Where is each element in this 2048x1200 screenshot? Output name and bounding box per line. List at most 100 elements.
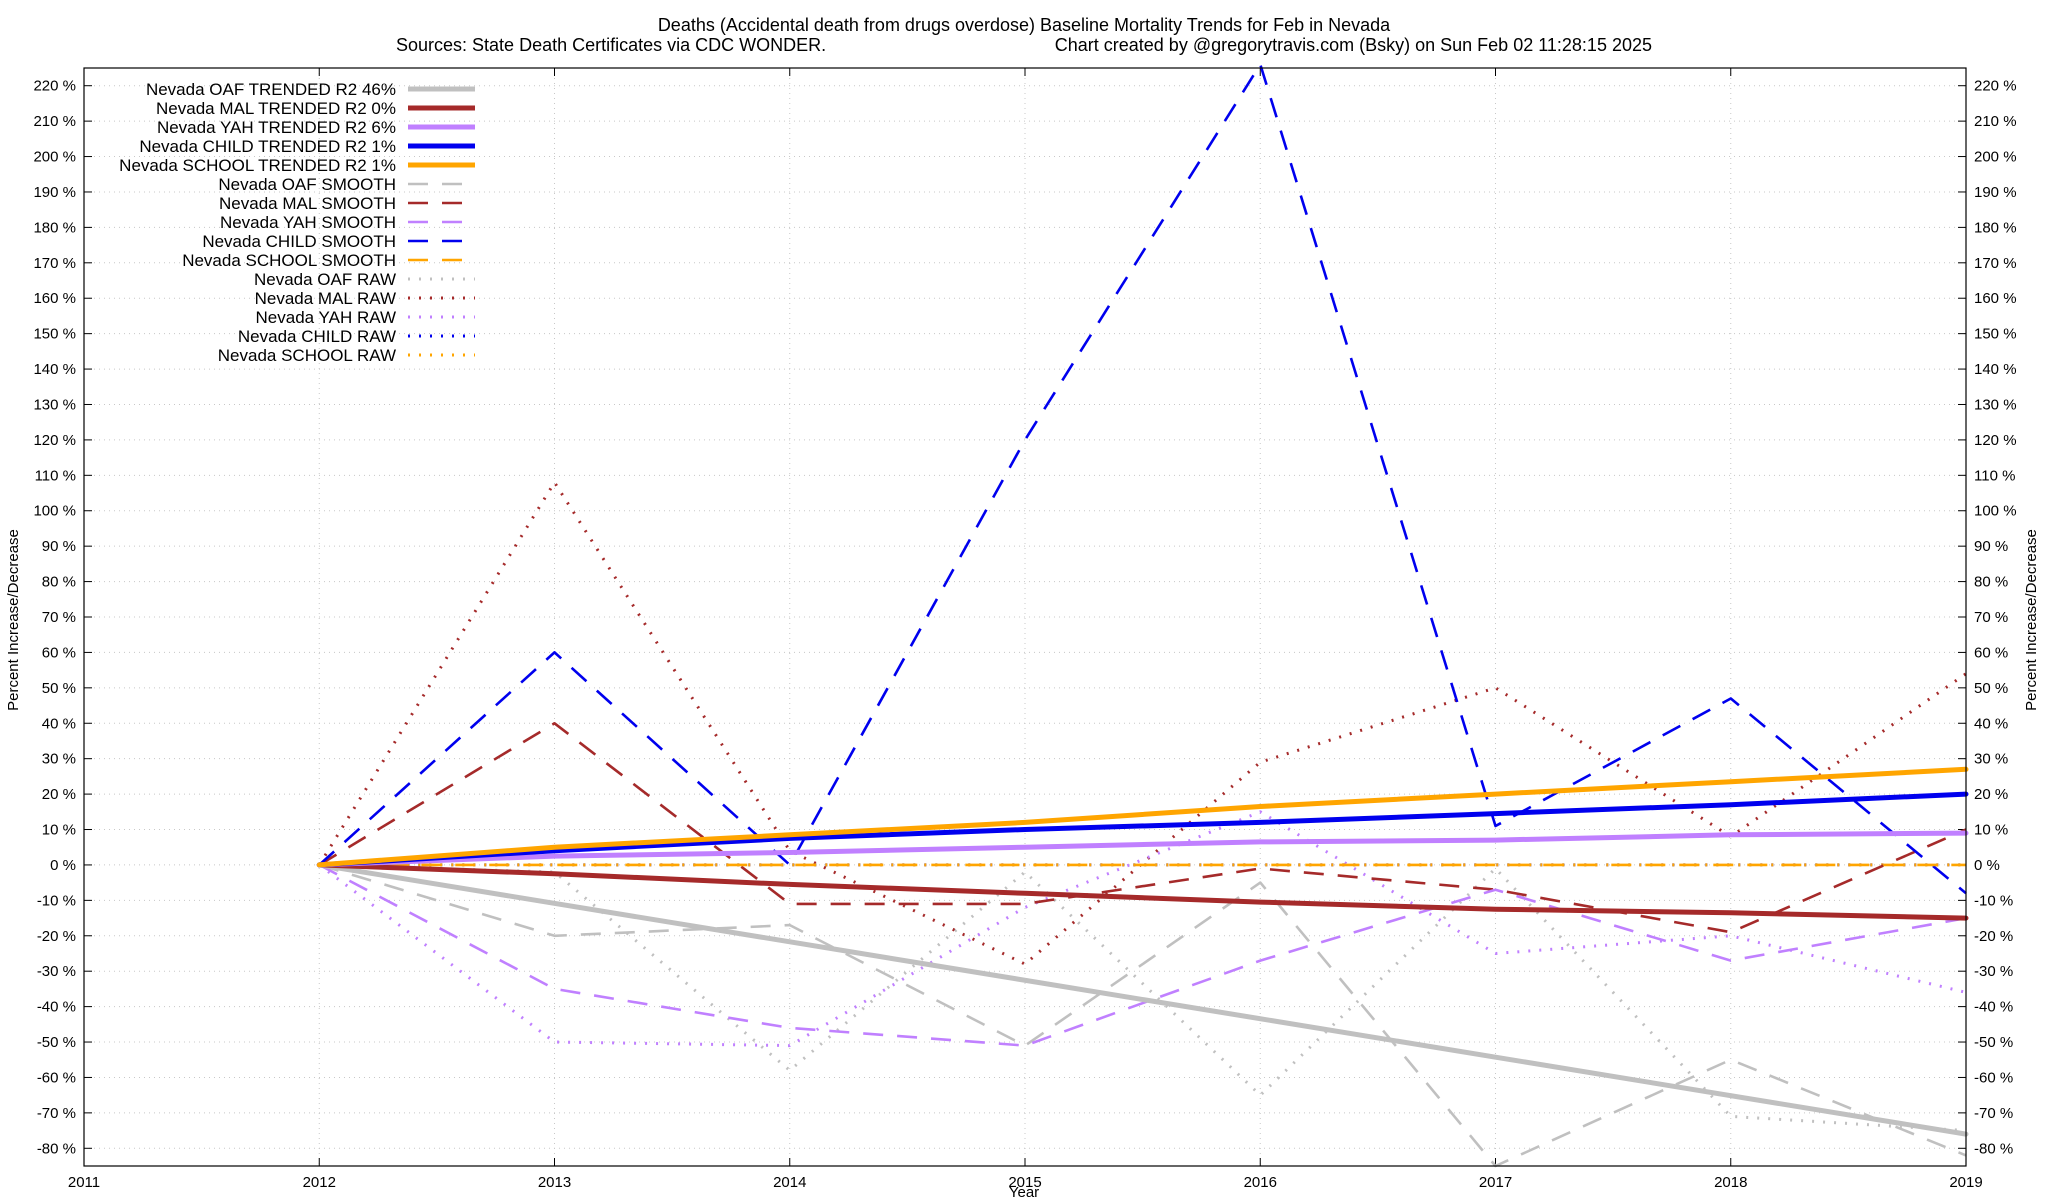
series-line-nevada-mal-smooth [318,721,1967,934]
y-tick-label-right: 200 % [1974,149,2017,166]
y-tick-label-left: 190 % [33,184,76,201]
y-tick-label-left: 80 % [42,574,76,591]
y-tick-label-right: -40 % [1974,999,2013,1016]
x-tick-label: 2017 [1479,1174,1512,1191]
legend-label: Nevada YAH SMOOTH [220,213,396,232]
legend-label: Nevada SCHOOL RAW [218,346,396,365]
y-tick-label-right: -70 % [1974,1105,2013,1122]
y-tick-label-left: 200 % [33,149,76,166]
plot-frame [83,67,1967,1167]
series-line-nevada-school-trended [316,766,1969,868]
series-line-nevada-oaf-smooth [318,863,1967,1168]
y-axis-label-left: Percent Increase/Decrease [5,529,22,711]
legend-label: Nevada MAL RAW [255,289,396,308]
y-tick-label-right: 0 % [1974,857,2000,874]
y-tick-label-right: 60 % [1974,644,2008,661]
y-axis-label-right: Percent Increase/Decrease [2023,529,2040,711]
y-tick-label-right: 100 % [1974,503,2017,520]
y-tick-label-right: 130 % [1974,396,2017,413]
y-tick-label-right: 160 % [1974,290,2017,307]
legend-label: Nevada MAL TRENDED R2 0% [156,99,396,118]
y-tick-label-left: -70 % [37,1105,76,1122]
y-tick-label-right: 220 % [1974,78,2017,95]
y-tick-label-right: 10 % [1974,822,2008,839]
x-ticks: 2011 2012 2013 2014 2015 2016 2017 2018 2019 [68,68,1983,1191]
y-tick-label-left: 170 % [33,255,76,272]
y-tick-label-right: 140 % [1974,361,2017,378]
series-lines [316,63,1969,1168]
y-tick-label-left: 140 % [33,361,76,378]
series-line-nevada-mal-trended [316,862,1969,921]
y-tick-label-right: 30 % [1974,751,2008,768]
y-tick-label-left: 110 % [35,467,76,484]
x-tick-label: 2014 [773,1174,806,1191]
y-tick-label-left: -40 % [37,999,76,1016]
y-tick-label-right: 150 % [1974,326,2017,343]
y-tick-label-left: 70 % [42,609,76,626]
y-tick-label-right: -20 % [1974,928,2013,945]
chart-title-line1: Deaths (Accidental death from drugs over… [658,15,1391,35]
legend-label: Nevada CHILD SMOOTH [202,232,396,251]
series-line-nevada-oaf-trended [316,862,1969,1137]
x-tick-label: 2015 [1008,1174,1041,1191]
y-tick-label-left: -20 % [37,928,76,945]
series-line-nevada-yah-trended [316,830,1969,868]
y-tick-label-right: 70 % [1974,609,2008,626]
x-tick-label: 2012 [303,1174,336,1191]
y-tick-label-left: 90 % [42,538,76,555]
legend-label: Nevada OAF TRENDED R2 46% [146,80,396,99]
legend-label: Nevada OAF SMOOTH [218,175,396,194]
y-tick-label-right: 170 % [1974,255,2017,272]
y-tick-label-right: -10 % [1974,892,2013,909]
legend-label: Nevada CHILD TRENDED R2 1% [139,137,396,156]
y-tick-label-left: -50 % [37,1034,76,1051]
x-axis-label: Year [1009,1184,1039,1200]
x-tick-label: 2019 [1949,1174,1982,1191]
y-tick-label-right: 120 % [1974,432,2017,449]
y-tick-label-left: 150 % [33,326,76,343]
legend-label: Nevada YAH RAW [256,308,396,327]
y-tick-label-left: 210 % [33,113,76,130]
y-tick-label-right: 90 % [1974,538,2008,555]
series-line-nevada-child-smooth [318,63,1967,895]
y-tick-label-left: -10 % [37,892,76,909]
legend-label: Nevada SCHOOL SMOOTH [182,251,396,270]
y-tick-label-right: 190 % [1974,184,2017,201]
legend-label: Nevada MAL SMOOTH [219,194,396,213]
legend: Nevada OAF TRENDED R2 46%Nevada MAL TREN… [119,80,475,365]
y-tick-label-left: 60 % [42,644,76,661]
y-tick-label-left: 40 % [42,715,76,732]
x-tick-label: 2011 [68,1174,100,1191]
series-line-nevada-yah-smooth [318,863,1967,1047]
y-tick-label-right: 40 % [1974,715,2008,732]
y-tick-label-left: 100 % [33,503,76,520]
y-tick-label-left: 0 % [50,857,76,874]
y-tick-label-left: -80 % [37,1140,76,1157]
legend-label: Nevada OAF RAW [254,270,396,289]
y-tick-label-right: 50 % [1974,680,2008,697]
series-line-nevada-oaf-raw [319,863,1967,1133]
y-tick-label-left: 50 % [42,680,76,697]
x-tick-label: 2018 [1714,1174,1747,1191]
y-tick-label-right: -60 % [1974,1069,2013,1086]
y-tick-label-right: 210 % [1974,113,2017,130]
y-tick-label-left: 180 % [33,219,76,236]
y-tick-label-left: 120 % [33,432,76,449]
y-tick-label-right: -80 % [1974,1140,2013,1157]
y-tick-label-right: 180 % [1974,219,2017,236]
y-tick-label-left: 20 % [42,786,76,803]
x-tick-label: 2016 [1244,1174,1277,1191]
y-tick-label-left: 220 % [33,78,76,95]
y-ticks-left: -80 % -70 % -60 % -50 % -40 % -30 % -20 % -10 %… [33,78,92,1157]
y-tick-label-left: 10 % [42,822,76,839]
series-line-nevada-child-trended [316,791,1969,868]
y-tick-label-left: 30 % [42,751,76,768]
y-tick-label-right: 110 % [1974,467,2015,484]
y-tick-label-right: 80 % [1974,574,2008,591]
legend-label: Nevada CHILD RAW [238,327,396,346]
y-tick-label-left: 130 % [33,396,76,413]
y-ticks-right: -80 % -70 % -60 % -50 % -40 % -30 % -20 % -10 %… [1958,78,2017,1157]
chart-title-line2-left: Sources: State Death Certificates via CD… [396,35,826,55]
